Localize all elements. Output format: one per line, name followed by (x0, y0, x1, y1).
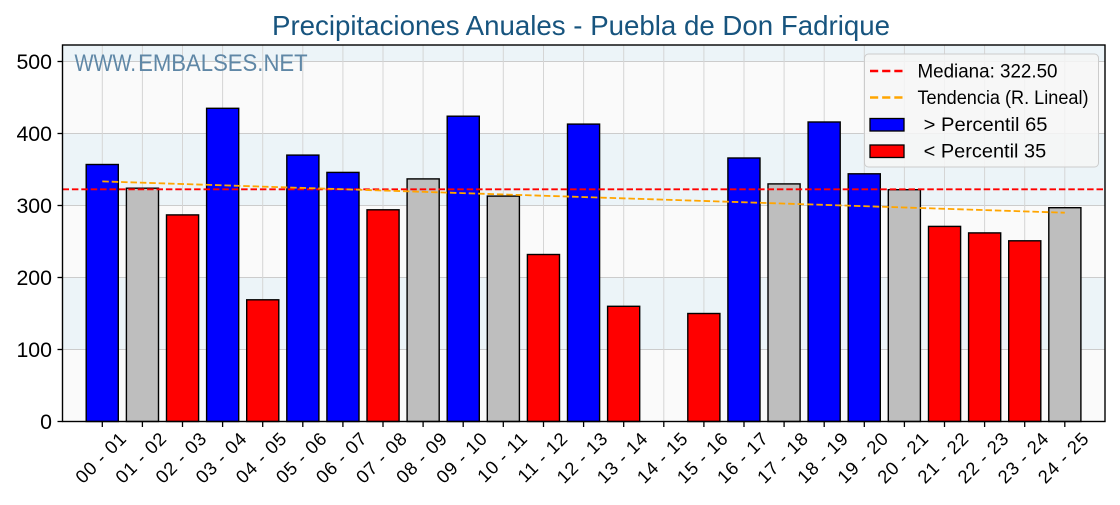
svg-text:WWW.: WWW. (75, 50, 137, 77)
svg-text:100: 100 (16, 338, 52, 362)
svg-text:< Percentil 35: < Percentil 35 (924, 142, 1046, 163)
svg-text:0: 0 (40, 410, 52, 434)
svg-text:> Percentil 65: > Percentil 65 (924, 115, 1048, 136)
svg-text:400: 400 (16, 122, 52, 146)
svg-text:Precipitaciones Anuales - Pueb: Precipitaciones Anuales - Puebla de Don … (272, 10, 890, 41)
svg-text:200: 200 (16, 266, 52, 290)
svg-text:Tendencia (R. Lineal): Tendencia (R. Lineal) (918, 88, 1089, 109)
svg-text:EMBALSES.NET: EMBALSES.NET (138, 50, 308, 77)
svg-text:300: 300 (16, 194, 52, 218)
svg-text:Mediana: 322.50: Mediana: 322.50 (918, 62, 1058, 83)
svg-text:500: 500 (16, 50, 52, 74)
